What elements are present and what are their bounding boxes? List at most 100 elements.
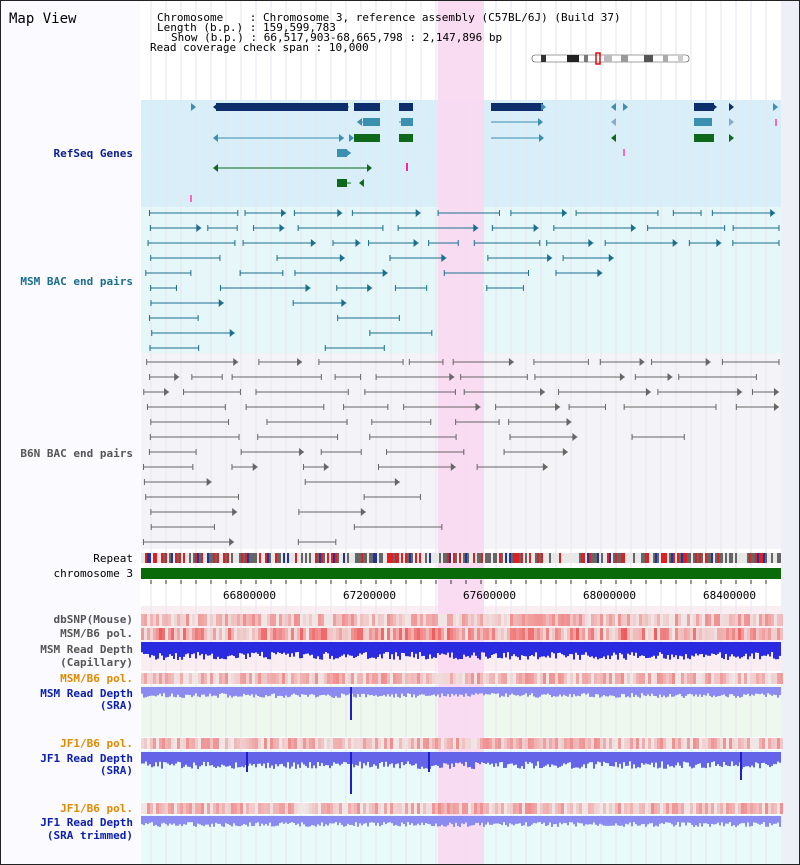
track-label-refseq[interactable]: RefSeq Genes [53,147,133,160]
depth-bar [749,752,751,768]
depth-bar [719,752,721,767]
heat-cell [738,614,741,626]
heat-cell [624,738,627,749]
heat-cell [657,628,660,640]
heat-cell [699,614,702,626]
heat-cell [663,673,666,684]
track-label-msm-depth-cap-1[interactable]: MSM Read Depth [40,643,133,656]
repeat-segment [711,553,713,563]
depth-bar [477,752,479,763]
heat-cell [501,614,504,626]
repeat-segment [225,553,227,563]
track-label-jf1-b6-pol-1[interactable]: JF1/B6 pol. [60,737,133,750]
track-label-dbsnp[interactable]: dbSNP(Mouse) [53,613,133,626]
heat-cell [360,628,363,640]
heat-cell [546,803,549,814]
depth-bar [557,816,559,827]
track-label-jf1-b6-pol-2[interactable]: JF1/B6 pol. [60,802,133,815]
depth-bar [713,687,715,696]
depth-bar [555,642,557,659]
depth-bar [243,752,245,768]
heat-cell [180,628,183,640]
depth-bar [263,687,265,698]
depth-bar [261,687,263,698]
depth-bar [469,816,471,826]
track-label-jf1-depth-trim-1[interactable]: JF1 Read Depth [40,816,133,829]
depth-bar [231,816,233,827]
track-label-msm-depth-sra-1[interactable]: MSM Read Depth [40,687,133,700]
depth-bar [615,642,617,655]
heat-cell [342,673,345,684]
heat-cell [174,673,177,684]
depth-bar [749,642,751,657]
depth-bar [263,642,265,658]
depth-bar [527,642,529,660]
track-label-jf1-depth-sra-1[interactable]: JF1 Read Depth [40,752,133,765]
depth-bar [219,752,221,768]
depth-bar [651,642,653,657]
heat-cell [513,628,516,640]
heat-cell [747,628,750,640]
depth-bar [451,752,453,764]
depth-bar [407,752,409,762]
repeat-segment [423,553,425,563]
heat-cell [480,614,483,626]
depth-bar [691,816,693,825]
heat-cell [471,803,474,814]
depth-bar [761,816,763,824]
gene-arrow [588,239,594,247]
repeat-segment [157,553,159,563]
heat-cell [426,673,429,684]
gene-exon [694,103,714,111]
depth-bar [493,642,495,655]
depth-bar [547,816,549,826]
gene-exon [288,167,291,169]
heat-cell [594,673,597,684]
heat-cell [318,614,321,626]
repeat-segment [203,553,205,563]
depth-bar [483,752,485,764]
depth-bar [509,642,511,660]
depth-bar [621,687,623,694]
depth-bar [327,687,329,695]
depth-bar [279,642,281,654]
heat-cell [465,803,468,814]
track-label-msm-b6-pol-2[interactable]: MSM/B6 pol. [60,672,133,685]
depth-bar [313,816,315,826]
heat-cell [456,738,459,749]
depth-bar [541,642,543,657]
depth-bar [481,642,483,653]
heat-cell [660,738,663,749]
repeat-segment [761,553,763,563]
repeat-segment [615,553,617,563]
heat-cell [408,628,411,640]
heat-cell [447,803,450,814]
gene-arrow [566,418,572,426]
heat-cell [750,803,753,814]
heat-cell [516,803,519,814]
repeat-segment [351,553,353,563]
track-label-msm-b6-pol-1[interactable]: MSM/B6 pol. [60,627,133,640]
depth-bar [347,816,349,824]
depth-bar [379,642,381,655]
depth-bar [189,642,191,658]
heat-cell [234,614,237,626]
track-label-msm-bac[interactable]: MSM BAC end pairs [20,275,133,288]
heat-cell [180,803,183,814]
repeat-segment [409,553,411,563]
depth-bar [769,687,771,695]
repeat-segment [607,553,609,563]
heat-cell [735,738,738,749]
heat-cell [444,628,447,640]
depth-bar [461,642,463,660]
heat-cell [234,803,237,814]
repeat-segment [349,553,351,563]
depth-bar [185,687,187,695]
depth-bar [313,642,315,659]
depth-bar [499,816,501,824]
repeat-segment [465,553,467,563]
heat-cell [387,628,390,640]
heat-cell [237,803,240,814]
track-label-b6n-bac[interactable]: B6N BAC end pairs [20,447,133,460]
